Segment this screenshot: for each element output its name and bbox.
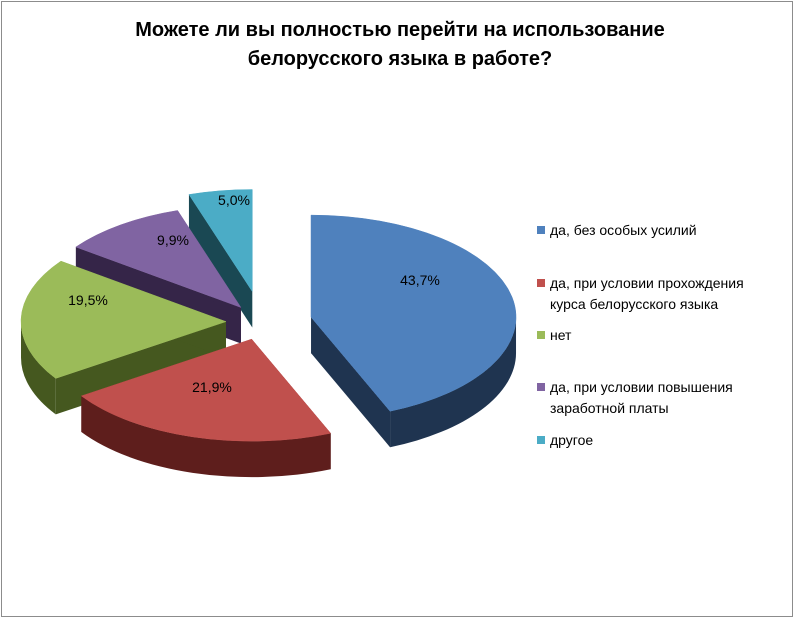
- legend-swatch: [537, 279, 545, 287]
- legend-label: да, без особых усилий: [550, 222, 697, 238]
- legend-label: нет: [550, 327, 572, 343]
- data-label: 19,5%: [68, 292, 108, 308]
- chart-title-line-2: белорусского языка в работе?: [247, 48, 553, 70]
- legend-swatch: [537, 383, 545, 391]
- pie-slice: [188, 189, 253, 328]
- pie-slice: [310, 214, 517, 448]
- pie-sides: [20, 189, 517, 478]
- pie-slice: [80, 338, 332, 478]
- legend-label: да, при условии прохождения: [550, 275, 744, 291]
- legend-swatch: [537, 331, 545, 339]
- legend-swatch: [537, 436, 545, 444]
- pie-slice-wall: [311, 317, 391, 448]
- data-label: 21,9%: [192, 379, 232, 395]
- pie-slice-top: [20, 260, 227, 379]
- data-label: 5,0%: [218, 192, 250, 208]
- pie-slice-wall: [188, 194, 253, 328]
- pie-slice-top: [75, 210, 242, 308]
- pie-slice-rim: [81, 395, 331, 478]
- pie-slice-top: [80, 338, 332, 442]
- pie-tops: 43,7% 21,9% 19,5% 9,9% 5,0%: [68, 192, 440, 395]
- data-label: 43,7%: [400, 272, 440, 288]
- legend-label: заработной платы: [550, 400, 669, 416]
- pie-slice-rim: [390, 317, 517, 448]
- legend-swatch: [537, 226, 545, 234]
- chart-title-line-1: Можете ли вы полностью перейти на исполь…: [135, 19, 665, 41]
- pie-slice-rim: [21, 321, 56, 415]
- data-label: 9,9%: [157, 232, 189, 248]
- legend-label: да, при условии повышения: [550, 379, 733, 395]
- legend-label: курса белорусского языка: [550, 296, 719, 312]
- chart-title: Можете ли вы полностью перейти на исполь…: [42, 16, 758, 74]
- pie-slice-top: [188, 189, 253, 293]
- legend-label: другое: [550, 432, 594, 448]
- pie-slice-top: [310, 214, 517, 412]
